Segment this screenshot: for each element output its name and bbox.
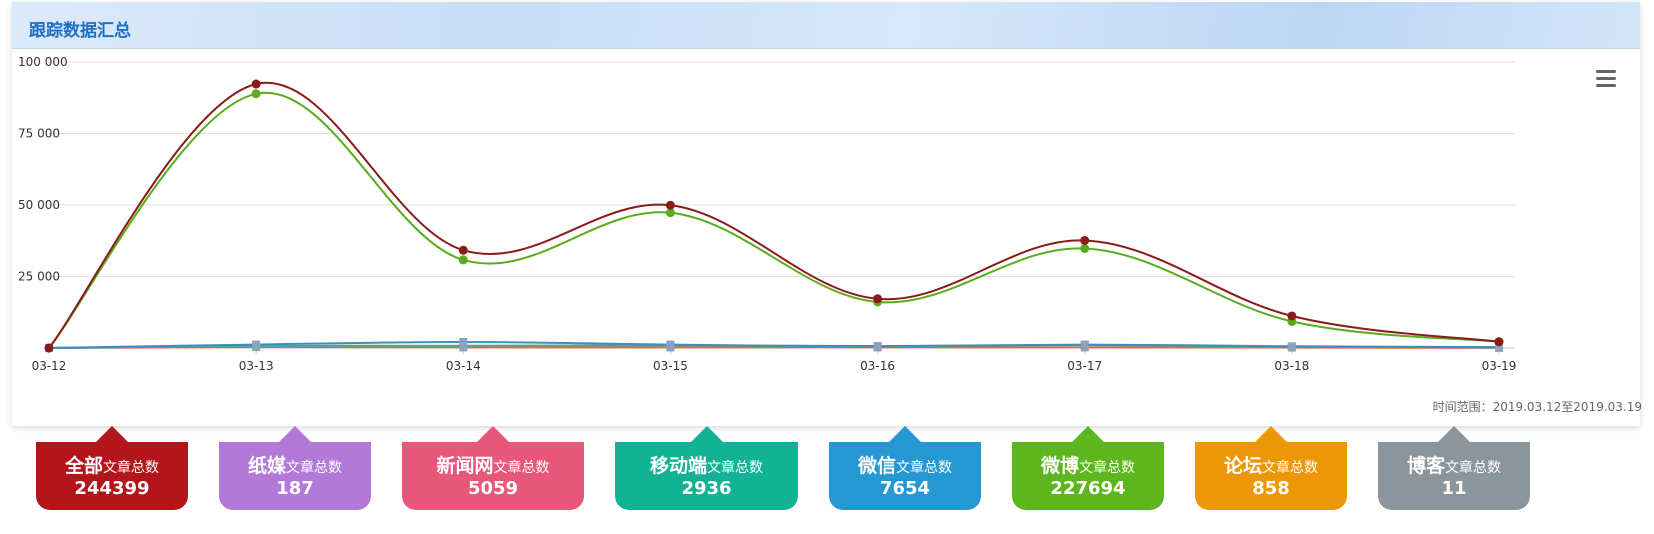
tracking-panel: 跟踪数据汇总 — [12, 2, 1640, 426]
card-count: 11 — [1441, 478, 1467, 499]
source-card[interactable]: 新闻网文章总数 5059 — [402, 426, 584, 510]
data-point — [873, 294, 883, 304]
x-tick-label: 03-19 — [1482, 359, 1517, 373]
card-suffix: 文章总数 — [1079, 460, 1135, 476]
source-card[interactable]: 全部文章总数 244399 — [36, 426, 188, 510]
card-title: 微信文章总数 — [829, 451, 981, 477]
data-point — [251, 79, 261, 89]
card-suffix: 文章总数 — [493, 460, 550, 476]
card-count: 187 — [276, 478, 314, 499]
x-tick-label: 03-12 — [32, 359, 67, 373]
card-suffix: 文章总数 — [896, 460, 952, 476]
series-line — [48, 91, 1500, 349]
card-suffix: 文章总数 — [1445, 460, 1501, 476]
card-title: 纸媒文章总数 — [219, 451, 371, 477]
data-point — [873, 342, 882, 351]
data-point — [1080, 340, 1089, 349]
card-suffix: 文章总数 — [286, 460, 342, 476]
data-point — [458, 245, 468, 255]
data-point — [44, 343, 54, 353]
source-card[interactable]: 纸媒文章总数 187 — [219, 426, 371, 510]
y-tick-label: 100 000 — [18, 55, 68, 69]
data-point — [1080, 243, 1090, 253]
card-count: 2936 — [681, 478, 732, 499]
source-card[interactable]: 博客文章总数 11 — [1378, 426, 1530, 510]
data-point — [665, 200, 675, 210]
data-point — [1494, 337, 1504, 347]
card-count: 858 — [1252, 478, 1290, 499]
card-suffix: 文章总数 — [103, 460, 159, 476]
x-tick-label: 03-18 — [1274, 359, 1309, 373]
data-point — [459, 337, 468, 346]
card-name: 新闻网 — [436, 455, 494, 477]
x-tick-label: 03-17 — [1067, 359, 1102, 373]
x-tick-label: 03-16 — [860, 359, 895, 373]
data-point — [1287, 342, 1296, 351]
data-point — [458, 255, 468, 265]
card-name: 论坛 — [1223, 455, 1262, 477]
card-name: 微信 — [857, 455, 896, 477]
card-name: 纸媒 — [247, 455, 286, 477]
data-point — [1287, 311, 1297, 321]
y-tick-label: 50 000 — [18, 198, 60, 212]
chart-menu-icon[interactable] — [1596, 70, 1616, 91]
data-point — [1080, 235, 1090, 245]
data-point — [665, 208, 675, 218]
x-tick-label: 03-15 — [653, 359, 688, 373]
source-card[interactable]: 微博文章总数 227694 — [1012, 426, 1164, 510]
card-title: 全部文章总数 — [36, 451, 188, 477]
card-name: 移动端 — [649, 455, 707, 477]
line-chart: 25 000 50 000 75 000 100 000 03-12 03-13 03-14… — [18, 55, 1517, 373]
card-suffix: 文章总数 — [707, 460, 763, 476]
data-point — [666, 340, 675, 349]
card-name: 微博 — [1040, 455, 1079, 477]
source-cards: 全部文章总数 244399 纸媒文章总数 187 新闻网文章总数 5059 移动端文章总数 2… — [0, 426, 1654, 534]
x-tick-label: 03-13 — [239, 359, 274, 373]
series-line — [48, 81, 1500, 349]
source-card[interactable]: 微信文章总数 7654 — [829, 426, 981, 510]
x-tick-label: 03-14 — [446, 359, 481, 373]
y-tick-label: 75 000 — [18, 127, 60, 141]
card-count: 5059 — [467, 478, 519, 499]
card-title: 移动端文章总数 — [615, 451, 798, 477]
card-suffix: 文章总数 — [1262, 460, 1318, 476]
card-title: 新闻网文章总数 — [402, 451, 584, 477]
series-line — [48, 340, 1500, 349]
time-range-note: 时间范围：2019.03.12至2019.03.19 — [1432, 400, 1642, 414]
source-card[interactable]: 移动端文章总数 2936 — [615, 426, 798, 510]
card-title: 微博文章总数 — [1012, 451, 1164, 477]
data-point — [251, 89, 261, 99]
series-line — [48, 346, 1500, 349]
card-title: 论坛文章总数 — [1195, 451, 1347, 477]
panel-title: 跟踪数据汇总 — [29, 21, 131, 41]
source-card[interactable]: 论坛文章总数 858 — [1195, 426, 1347, 510]
card-title: 博客文章总数 — [1378, 451, 1530, 477]
card-name: 全部 — [64, 455, 103, 477]
card-count: 7654 — [879, 478, 931, 499]
card-name: 博客 — [1406, 455, 1445, 477]
panel-header: 跟踪数据汇总 — [12, 2, 1640, 49]
data-point — [1495, 343, 1503, 352]
card-count: 227694 — [1050, 478, 1126, 499]
y-tick-label: 25 000 — [18, 270, 60, 284]
data-point — [252, 340, 261, 349]
card-count: 244399 — [74, 478, 150, 499]
